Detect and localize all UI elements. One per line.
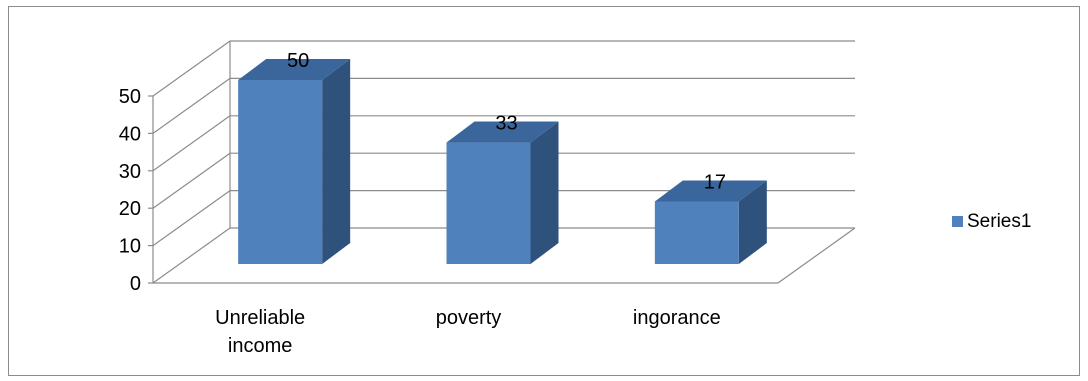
legend: Series1 — [952, 211, 1031, 232]
data-labels: 50 33 17 — [287, 50, 726, 193]
data-label: 17 — [704, 171, 726, 193]
legend-label: Series1 — [967, 211, 1031, 232]
gridline-side — [152, 77, 231, 134]
category-label: ingorance — [633, 307, 721, 329]
category-labels: Unreliable income poverty ingorance — [215, 307, 721, 357]
y-tick-label: 20 — [119, 198, 141, 220]
gridline-side — [152, 227, 231, 284]
gridline-side — [152, 40, 231, 97]
category-label: poverty — [436, 307, 502, 329]
bar-side — [322, 59, 351, 264]
bar — [654, 180, 767, 264]
bar-front — [238, 80, 323, 264]
floor-edge — [777, 227, 856, 284]
y-axis-ticks: 0 10 20 30 40 50 — [119, 86, 153, 295]
bar-side — [530, 121, 559, 264]
bar-side — [738, 180, 767, 264]
bar-front — [654, 201, 739, 264]
bars — [238, 59, 767, 264]
bar — [238, 59, 351, 264]
category-label: income — [228, 335, 292, 357]
bar-top — [238, 59, 351, 80]
bar-front — [446, 142, 531, 264]
gridline-side — [152, 152, 231, 209]
bar-top — [446, 121, 559, 143]
legend-swatch — [952, 216, 963, 227]
y-tick-label: 10 — [119, 236, 141, 258]
category-label: Unreliable — [215, 307, 305, 329]
gridline-side — [152, 190, 231, 247]
y-tick-label: 50 — [119, 86, 141, 108]
gridline-side — [152, 115, 231, 172]
y-tick-label: 40 — [119, 123, 141, 145]
data-label: 50 — [287, 50, 309, 72]
y-tick-label: 0 — [130, 273, 141, 295]
y-tick-label: 30 — [119, 161, 141, 183]
bar-top — [654, 180, 767, 202]
data-label: 33 — [495, 113, 517, 135]
bar — [446, 121, 559, 264]
